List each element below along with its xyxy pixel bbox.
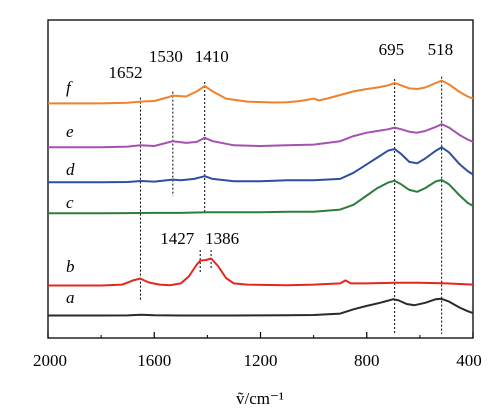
series-label-d: d xyxy=(66,160,75,179)
peak-annotations: 1652 1530 1410 1427 1386 695 518 xyxy=(108,40,453,248)
series-line-d xyxy=(48,146,474,184)
x-axis-ticks: 2000 1600 1200 800 400 xyxy=(33,332,482,370)
series-labels: ab cde f xyxy=(66,78,75,307)
series-label-c: c xyxy=(66,193,74,212)
peak-label-518: 518 xyxy=(428,40,454,59)
series-line-f xyxy=(48,79,474,105)
peak-label-1530: 1530 xyxy=(149,47,183,66)
peak-label-695: 695 xyxy=(379,40,405,59)
peak-label-1386: 1386 xyxy=(205,229,239,248)
series-line-b xyxy=(48,257,474,287)
x-tick-label-1200: 1200 xyxy=(244,351,278,370)
x-tick-label-2000: 2000 xyxy=(33,351,67,370)
spectra-series xyxy=(48,79,474,317)
peak-guide-lines xyxy=(139,76,443,334)
series-line-e xyxy=(48,123,474,149)
x-tick-label-800: 800 xyxy=(354,351,380,370)
x-tick-label-1600: 1600 xyxy=(137,351,171,370)
series-label-e: e xyxy=(66,122,74,141)
peak-label-1427: 1427 xyxy=(160,229,195,248)
series-line-c xyxy=(48,179,474,215)
series-label-b: b xyxy=(66,257,75,276)
series-label-a: a xyxy=(66,288,75,307)
x-tick-label-400: 400 xyxy=(456,351,482,370)
peak-label-1410: 1410 xyxy=(195,47,229,66)
series-line-a xyxy=(48,297,474,317)
x-axis-title: ṽ/cm⁻¹ xyxy=(236,389,284,408)
peak-label-1652: 1652 xyxy=(108,63,142,82)
series-label-f: f xyxy=(66,78,73,97)
